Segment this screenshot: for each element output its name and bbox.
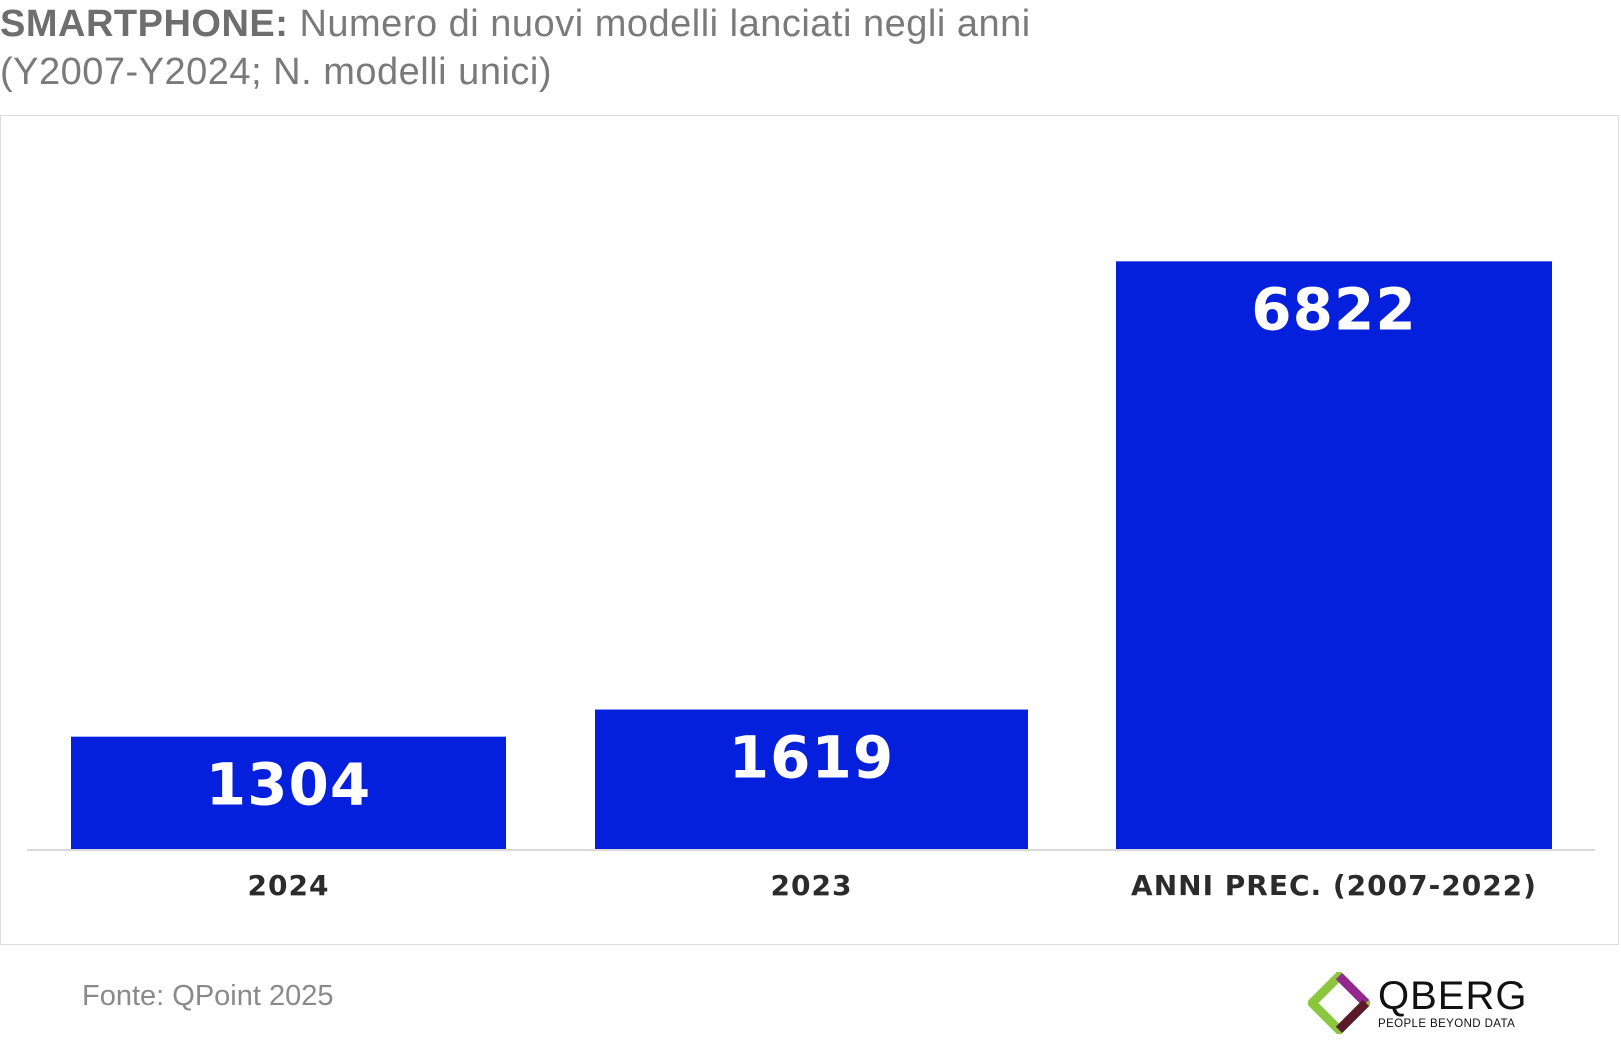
bar-0	[71, 736, 506, 849]
bar-value-label-0: 1304	[206, 751, 371, 819]
source-note: Fonte: QPoint 2025	[82, 980, 334, 1012]
x-tick-label-0: 2024	[248, 869, 330, 902]
logo-tagline: PEOPLE BEYOND DATA	[1378, 1018, 1516, 1030]
qberg-logo-mark-icon	[1308, 972, 1370, 1034]
logo-wordmark: QBERG	[1378, 974, 1528, 1018]
chart-frame: 1304 2024 1619 2023 6822 ANNI PREC. (2007-202…	[0, 115, 1619, 945]
bar-2	[1116, 261, 1552, 849]
x-tick-label-2: ANNI PREC. (2007-2022)	[1131, 869, 1537, 902]
bar-value-label-1: 1619	[729, 724, 894, 792]
x-tick-label-1: 2023	[771, 869, 853, 902]
qberg-logo: QBERG PEOPLE BEYOND DATA	[1300, 970, 1530, 1038]
bar-1	[595, 709, 1028, 849]
chart-subtitle: (Y2007-Y2024; N. modelli unici)	[0, 51, 552, 93]
bar-chart: 1304 2024 1619 2023 6822 ANNI PREC. (2007-202…	[27, 261, 1595, 902]
chart-title-bold: SMARTPHONE:	[0, 3, 289, 45]
chart-title-rest: Numero di nuovi modelli lanciati negli a…	[288, 3, 1031, 45]
bar-value-label-2: 6822	[1251, 275, 1416, 343]
chart-title: SMARTPHONE: Numero di nuovi modelli lanc…	[0, 0, 1031, 48]
